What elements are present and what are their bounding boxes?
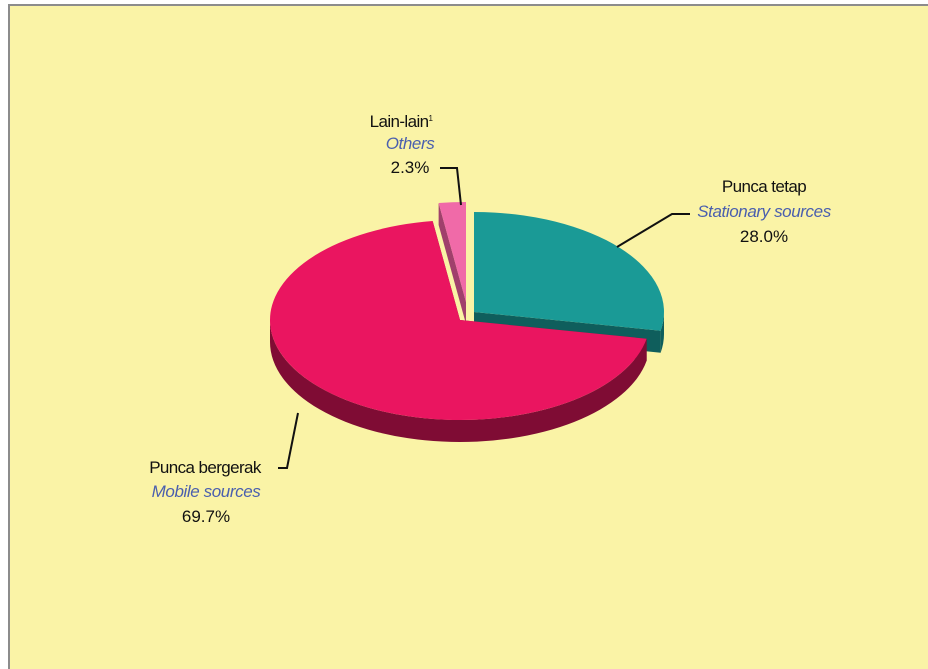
slice-label-others-en: Others (386, 134, 436, 153)
slice-label-others-sup: 1 (429, 114, 434, 123)
slice-label-mobile: Punca bergerak (149, 458, 262, 477)
slice-label-stationary: Punca tetap (722, 177, 806, 196)
pie-slices (270, 202, 664, 443)
slice-face-others-0 (438, 203, 466, 324)
slice-value-stationary: 28.0% (740, 227, 788, 246)
slice-value-others: 2.3% (391, 158, 430, 177)
slice-side-mobile (270, 320, 647, 443)
leader-lines (278, 167, 690, 469)
leader-line-stationary (616, 213, 690, 248)
slice-mobile (270, 221, 647, 420)
slice-label-mobile-en: Mobile sources (152, 482, 262, 501)
leader-line-others (440, 167, 462, 206)
slice-label-others-text: Lain-lain (370, 112, 429, 131)
leader-line-mobile (278, 412, 299, 469)
slice-label-others: Lain-lain1 (370, 112, 434, 131)
slice-stationary (474, 212, 664, 331)
slice-value-mobile: 69.7% (182, 507, 230, 526)
slice-others (438, 202, 466, 302)
slice-label-stationary-en: Stationary sources (697, 202, 831, 221)
slice-side-stationary (660, 312, 664, 353)
